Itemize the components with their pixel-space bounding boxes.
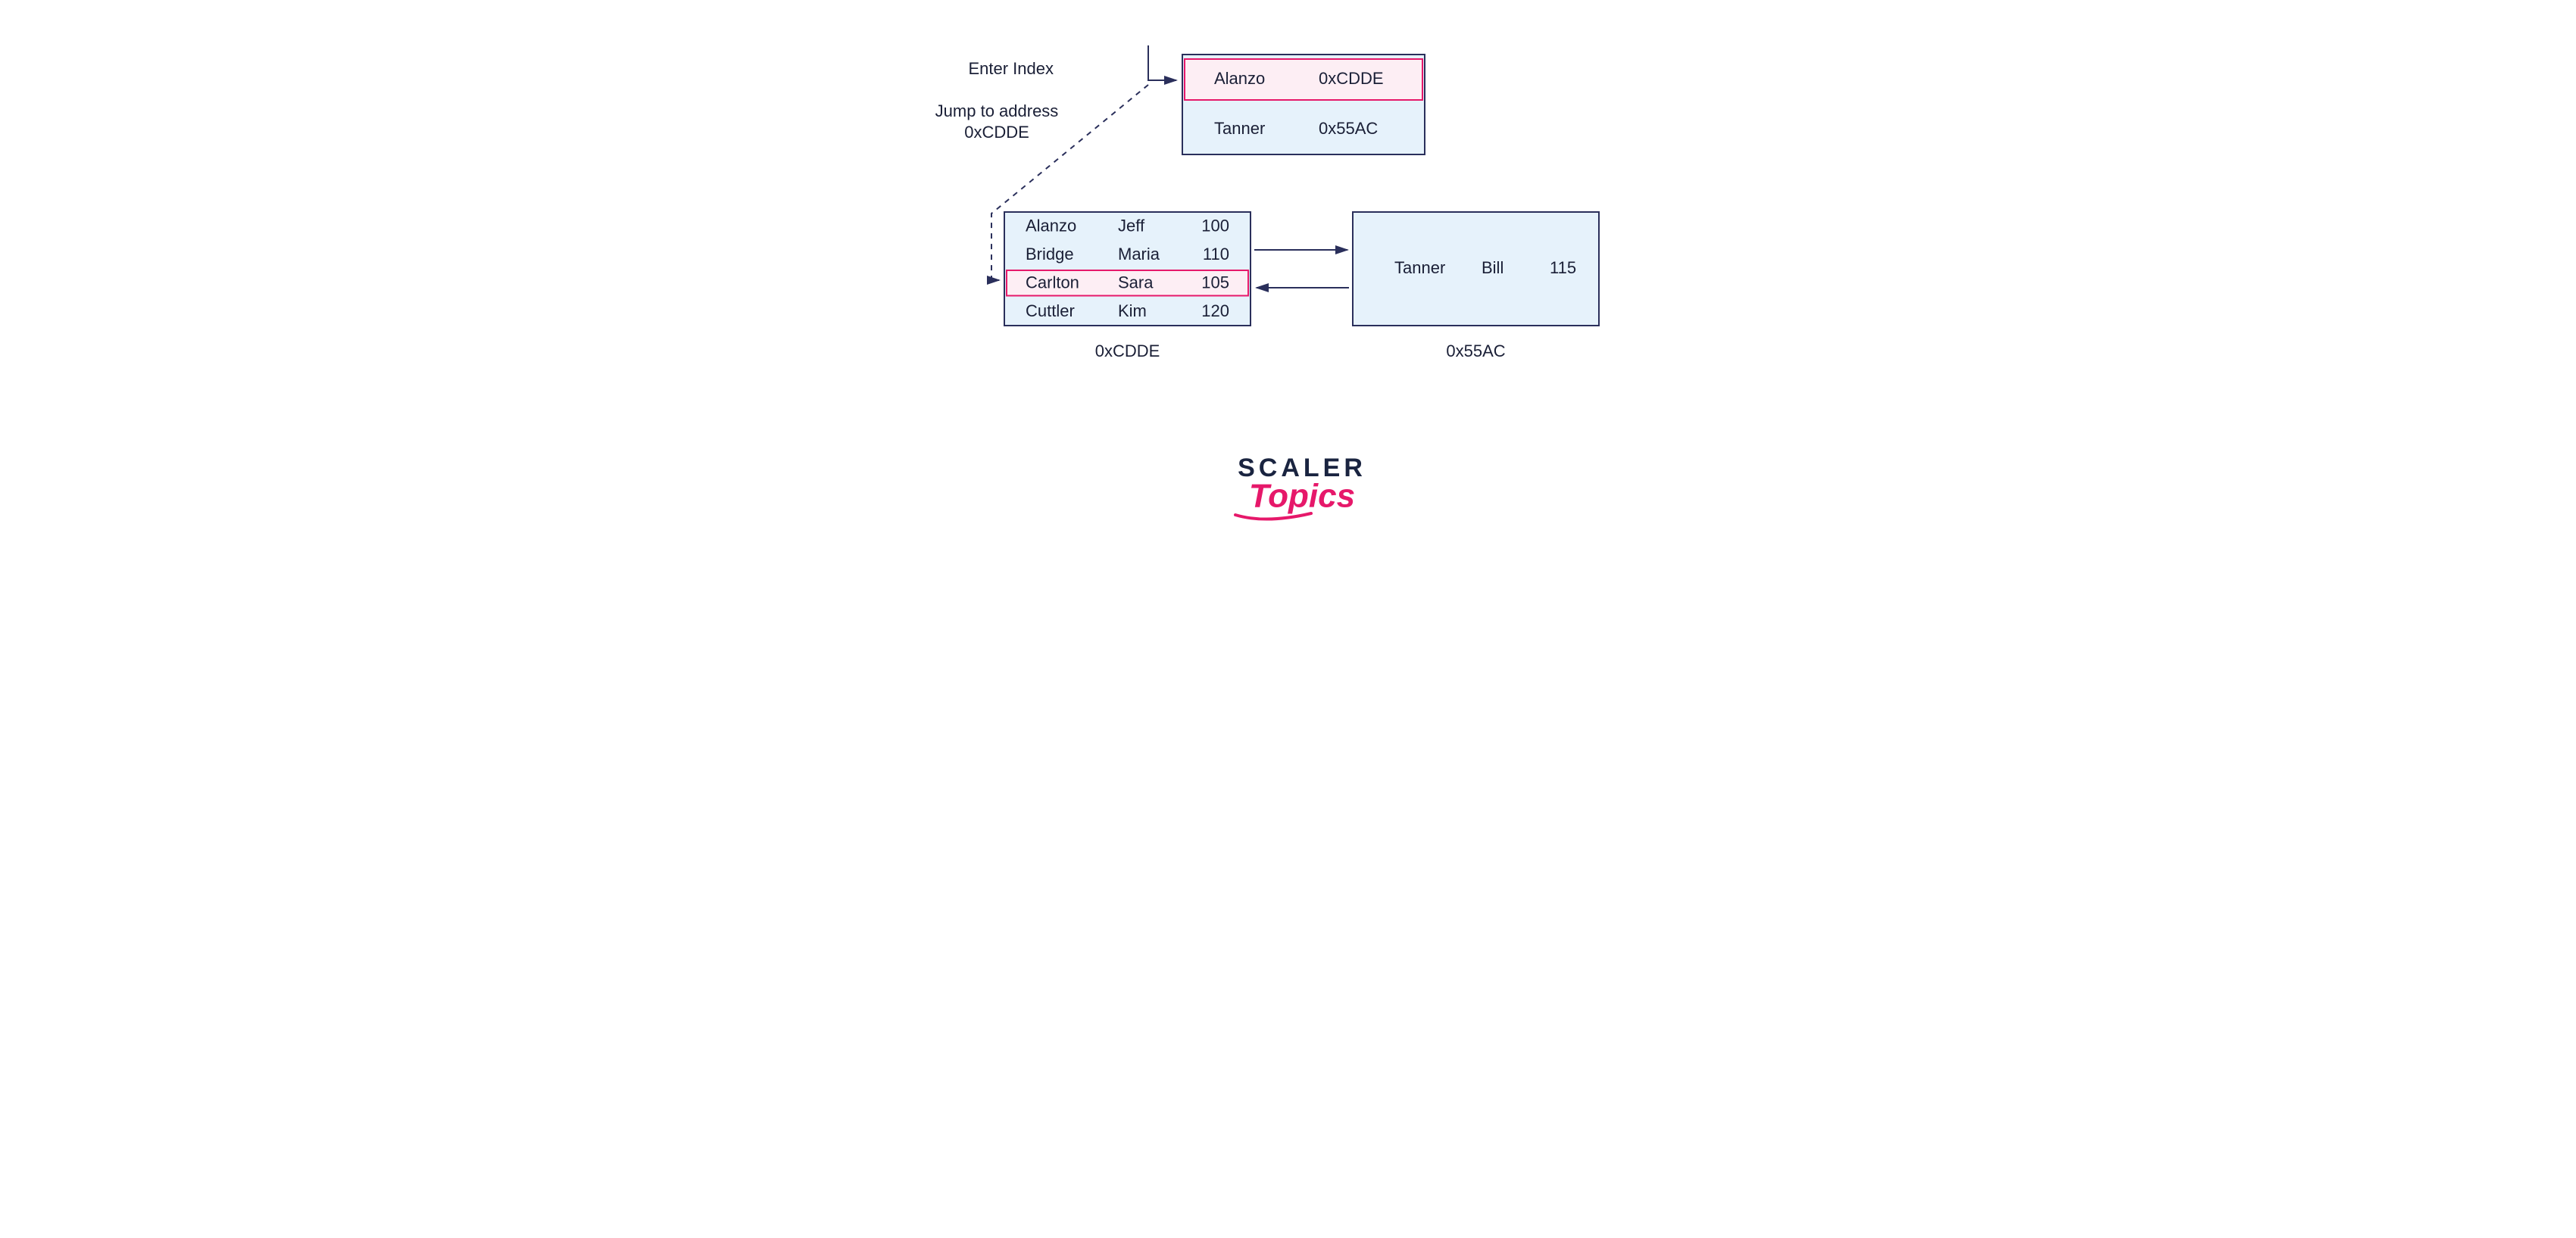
- svg-text:Topics: Topics: [1248, 478, 1354, 515]
- svg-text:120: 120: [1201, 301, 1229, 320]
- svg-text:Carlton: Carlton: [1026, 273, 1079, 292]
- svg-text:0x55AC: 0x55AC: [1319, 119, 1378, 138]
- svg-text:Kim: Kim: [1118, 301, 1147, 320]
- svg-text:Enter Index: Enter Index: [968, 59, 1054, 78]
- diagram-svg: Alanzo 0xCDDE Tanner 0x55AC Alanzo Jeff 100 Bri…: [698, 0, 1879, 568]
- svg-text:Alanzo: Alanzo: [1214, 69, 1265, 88]
- svg-text:Jump to address: Jump to address: [935, 101, 1058, 120]
- svg-text:Bill: Bill: [1482, 258, 1503, 277]
- diagram-root: Alanzo 0xCDDE Tanner 0x55AC Alanzo Jeff 100 Bri…: [698, 0, 1879, 568]
- svg-text:115: 115: [1550, 258, 1576, 277]
- svg-text:SCALER: SCALER: [1238, 454, 1366, 482]
- svg-text:105: 105: [1201, 273, 1229, 292]
- svg-text:Jeff: Jeff: [1118, 217, 1145, 235]
- svg-text:0xCDDE: 0xCDDE: [1319, 69, 1384, 88]
- svg-text:0x55AC: 0x55AC: [1446, 341, 1505, 360]
- svg-text:0xCDDE: 0xCDDE: [964, 123, 1029, 142]
- svg-text:Tanner: Tanner: [1394, 258, 1445, 277]
- svg-text:Maria: Maria: [1118, 245, 1160, 264]
- svg-text:Alanzo: Alanzo: [1026, 217, 1076, 235]
- svg-text:Cuttler: Cuttler: [1026, 301, 1075, 320]
- svg-text:110: 110: [1202, 245, 1229, 264]
- svg-text:Bridge: Bridge: [1026, 245, 1074, 264]
- svg-text:0xCDDE: 0xCDDE: [1094, 341, 1160, 360]
- svg-text:Sara: Sara: [1118, 273, 1154, 292]
- svg-text:Tanner: Tanner: [1214, 119, 1265, 138]
- svg-text:100: 100: [1201, 217, 1229, 235]
